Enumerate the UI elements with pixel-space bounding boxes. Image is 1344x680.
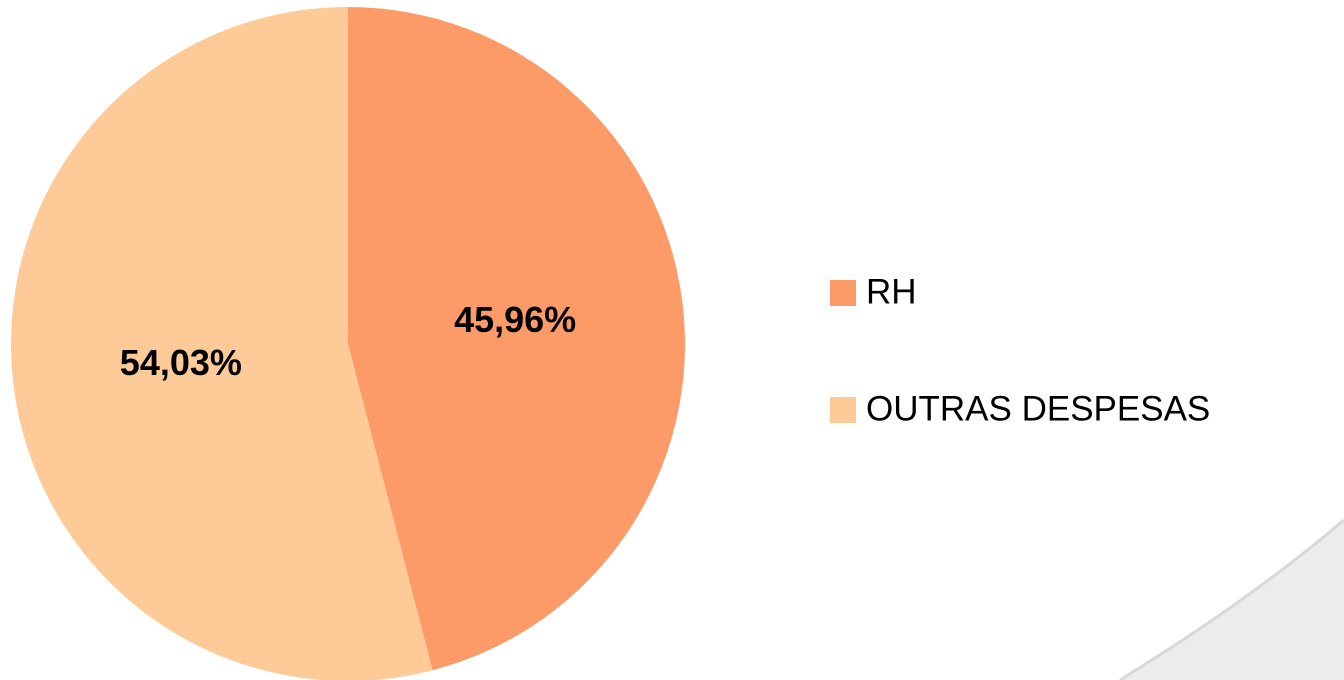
legend-label: RH xyxy=(866,272,917,311)
legend-label: OUTRAS DESPESAS xyxy=(866,389,1210,428)
background-swoosh-edge xyxy=(1119,518,1344,680)
data-label: 45,96% xyxy=(454,299,576,340)
pie-slice xyxy=(11,7,433,680)
pie: 45,96% 54,03% xyxy=(11,7,686,680)
legend-swatch xyxy=(830,397,856,423)
pie-slice xyxy=(348,7,686,671)
legend-swatch xyxy=(830,280,856,306)
background-swoosh xyxy=(1120,520,1344,680)
data-label: 54,03% xyxy=(120,342,242,383)
legend: RH OUTRAS DESPESAS xyxy=(830,272,1210,428)
